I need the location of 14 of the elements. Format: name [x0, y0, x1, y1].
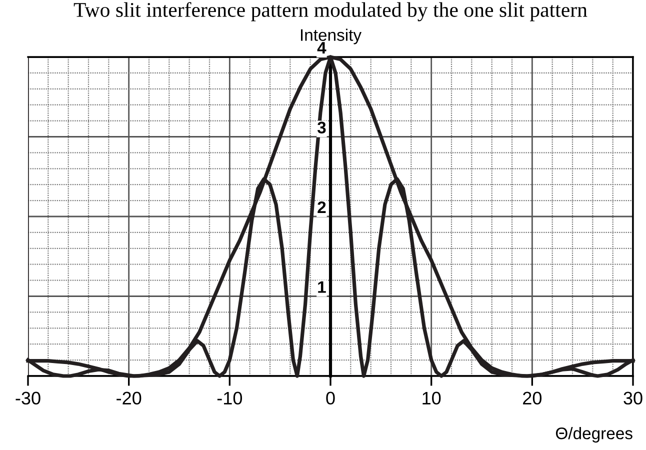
y-tick-label: 2 [318, 201, 326, 214]
chart-title: Two slit interference pattern modulated by the one slit pattern [74, 2, 588, 22]
x-tick-label: -10 [217, 392, 242, 405]
x-tick-label: 0 [326, 392, 335, 405]
x-tick-label: -30 [16, 392, 40, 405]
x-tick-label: -20 [116, 392, 142, 405]
x-tick-label: 30 [624, 392, 642, 405]
x-tick-label: 10 [422, 392, 441, 405]
y-axis-title: Intensity [301, 28, 362, 44]
y-tick-label: 3 [317, 122, 326, 134]
x-axis-title: Θ/degrees [556, 427, 632, 443]
y-tick-label: 4 [317, 42, 326, 54]
x-tick-label: 20 [523, 392, 542, 405]
y-tick-label: 1 [318, 281, 326, 293]
